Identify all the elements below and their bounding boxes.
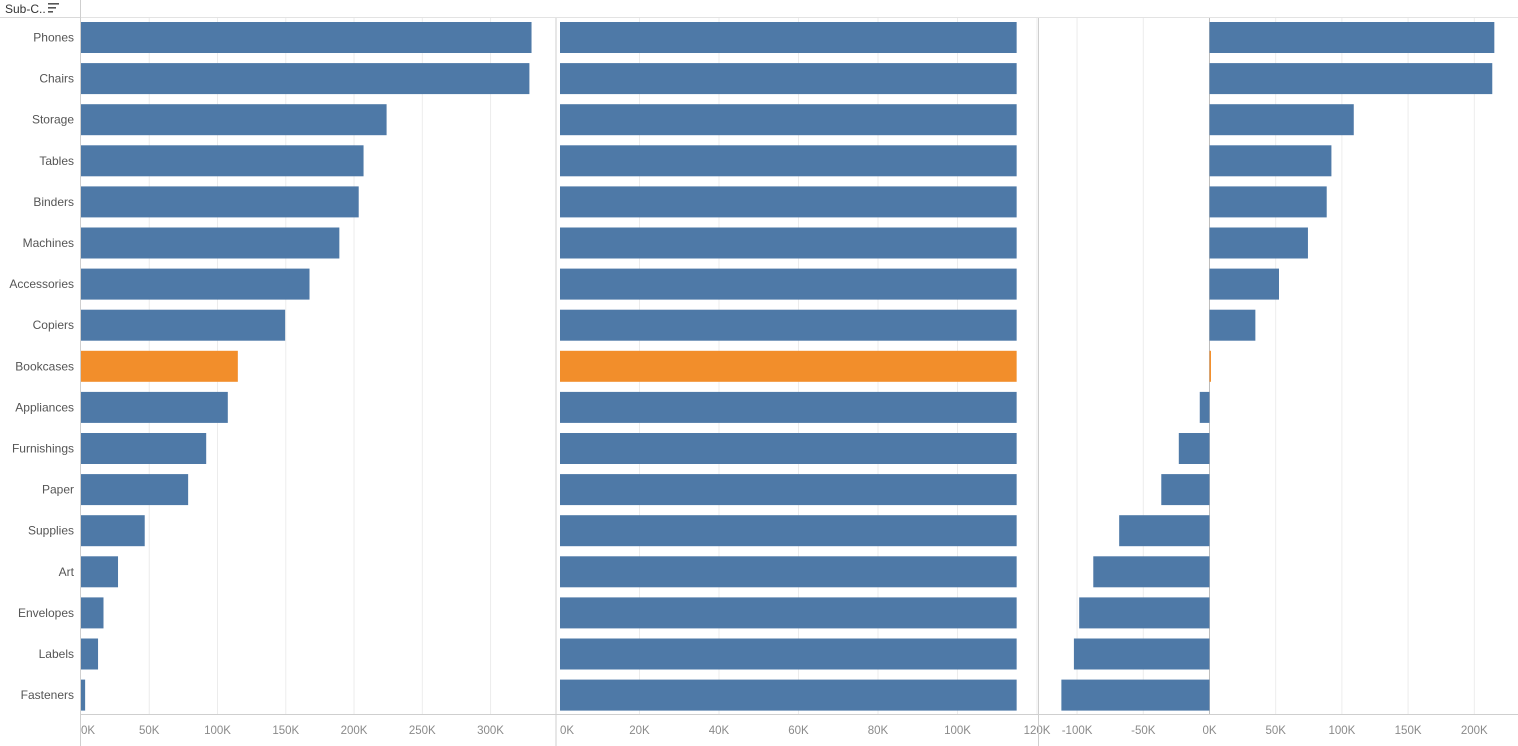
bar-paper (1161, 474, 1210, 506)
bar-chairs (81, 63, 530, 95)
category-label: Accessories (9, 277, 74, 291)
bar-binders (1209, 186, 1327, 218)
bar-art (1093, 556, 1210, 588)
bar-fasteners (81, 679, 86, 711)
bar-storage (1209, 104, 1354, 136)
category-label: Labels (39, 647, 74, 661)
bar-accessories (1209, 268, 1279, 300)
bar-bookcases (81, 350, 238, 382)
category-label: Art (59, 565, 75, 579)
category-label: Furnishings (12, 442, 74, 456)
bar-copiers (1209, 309, 1256, 341)
tick-label: 100K (944, 725, 971, 737)
bar-storage (81, 104, 387, 136)
bar-appliances (81, 391, 228, 423)
column-header: Sub-C.. (0, 0, 80, 18)
bar-tables (81, 145, 364, 177)
bar-binders (81, 186, 359, 218)
bar-envelopes (81, 597, 104, 629)
bar-paper (81, 474, 189, 506)
bar-machines (81, 227, 340, 259)
tick-label: 250K (409, 725, 436, 737)
tick-label: 150K (272, 725, 299, 737)
category-label: Envelopes (18, 606, 74, 620)
tick-label: 0K (81, 725, 95, 737)
tick-label: 200K (341, 725, 368, 737)
category-label: Phones (33, 31, 74, 45)
tick-label: 100K (204, 725, 231, 737)
bar-copiers (81, 309, 286, 341)
tick-label: 40K (709, 725, 730, 737)
category-label: Supplies (28, 524, 74, 538)
bar-phones (1209, 22, 1495, 53)
header-divider (80, 17, 1518, 18)
category-label: Bookcases (15, 359, 74, 373)
bar-labels (81, 638, 99, 670)
bar-bookcases (1209, 350, 1211, 382)
tick-label: 100K (1328, 725, 1355, 737)
bar-furnishings (560, 433, 1017, 464)
category-label: Copiers (33, 318, 74, 332)
bar-fasteners (560, 679, 1017, 711)
bar-supplies (81, 515, 145, 547)
category-label: Fasteners (21, 688, 74, 702)
bar-accessories (81, 268, 310, 300)
bar-appliances (1199, 391, 1210, 423)
bar-labels (1073, 638, 1210, 670)
bar-phones (81, 22, 532, 53)
tick-label: 80K (868, 725, 889, 737)
bar-tables (1209, 145, 1332, 177)
bar-tables (560, 145, 1017, 177)
sub-category-header-label: Sub-C.. (5, 2, 46, 16)
tick-label: 20K (629, 725, 650, 737)
bar-furnishings (81, 433, 207, 464)
bar-envelopes (560, 597, 1017, 629)
bar-fasteners (1061, 679, 1210, 711)
tick-label: -50K (1131, 725, 1156, 737)
category-label: Storage (32, 113, 74, 127)
bar-art (560, 556, 1017, 588)
tick-label: 50K (139, 725, 160, 737)
tick-label: 200K (1461, 725, 1488, 737)
bar-storage (560, 104, 1017, 136)
tick-label: 60K (788, 725, 809, 737)
bar-envelopes (1079, 597, 1210, 629)
bar-paper (560, 474, 1017, 506)
tick-label: 50K (1265, 725, 1286, 737)
bar-binders (560, 186, 1017, 218)
bar-accessories (560, 268, 1017, 300)
tick-label: 0K (560, 725, 574, 737)
bar-machines (560, 227, 1017, 259)
category-label: Paper (42, 483, 74, 497)
category-label: Machines (23, 236, 74, 250)
bar-copiers (560, 309, 1017, 341)
category-label: Tables (39, 154, 74, 168)
sort-descending-icon[interactable] (48, 3, 60, 13)
bar-bookcases (560, 350, 1017, 382)
bar-labels (560, 638, 1017, 670)
category-label: Chairs (39, 72, 74, 86)
bar-chairs (560, 63, 1017, 95)
bar-phones (560, 22, 1017, 53)
bar-appliances (560, 391, 1017, 423)
bar-supplies (1119, 515, 1210, 547)
category-label: Appliances (15, 400, 74, 414)
tick-label: 0K (1202, 725, 1216, 737)
bar-machines (1209, 227, 1308, 259)
category-label: Binders (33, 195, 74, 209)
tick-label: 150K (1395, 725, 1422, 737)
tick-label: -100K (1062, 725, 1093, 737)
tick-label: 120K (1024, 725, 1051, 737)
bar-furnishings (1178, 433, 1210, 464)
tick-label: 300K (477, 725, 504, 737)
bar-supplies (560, 515, 1017, 547)
bar-art (81, 556, 119, 588)
bar-chairs (1209, 63, 1493, 95)
